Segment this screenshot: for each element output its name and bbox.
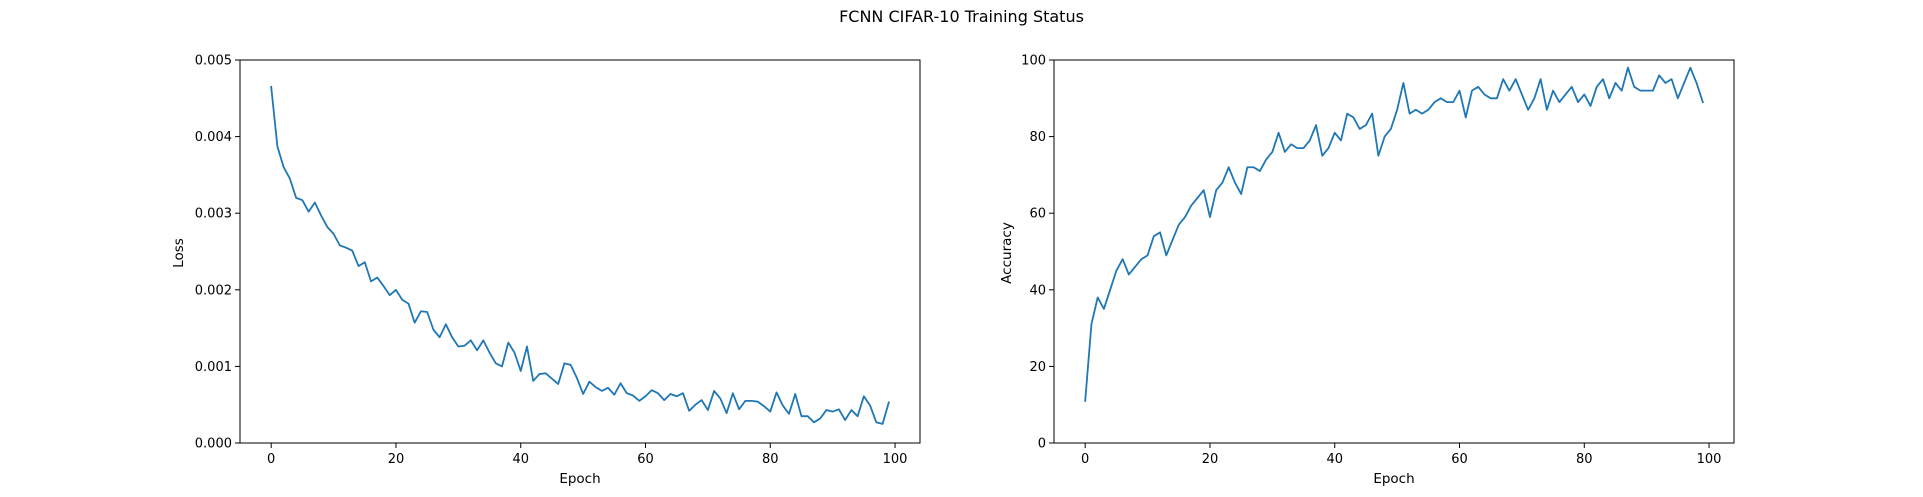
loss-chart-ytick-label: 0.001 [195,360,232,375]
loss-chart-axes-frame [239,59,921,444]
accuracy-chart-ytick-label: 100 [1021,54,1046,69]
loss-chart-ytick-label: 0.002 [195,283,232,298]
loss-chart-ytick-label: 0.003 [195,207,232,222]
loss-chart-ytick-label: 0.005 [195,54,232,69]
accuracy-chart-xtick-label: 80 [1576,452,1593,467]
accuracy-chart-xtick-label: 20 [1202,452,1219,467]
accuracy-chart-xtick-label: 40 [1326,452,1343,467]
accuracy-chart-xtick-label: 0 [1081,452,1089,467]
loss-chart-series-line-0 [270,85,890,425]
accuracy-chart-panel: Epoch Accuracy 0 20 40 60 80 100 0 20 40 60 80 100 [999,54,1735,487]
loss-chart-ytick-label: 0.004 [195,130,232,145]
figure-suptitle: FCNN CIFAR-10 Training Status [839,7,1084,26]
loss-chart-ylabel: Loss [171,238,187,268]
accuracy-chart-xlabel: Epoch [1373,471,1414,487]
loss-chart-xtick-label: 80 [762,452,779,467]
accuracy-chart-ytick-label: 60 [1029,207,1046,222]
loss-chart-xtick-label: 40 [512,452,529,467]
loss-chart-xlabel: Epoch [559,471,600,487]
accuracy-chart-ytick-label: 80 [1029,130,1046,145]
accuracy-chart-xtick-label: 60 [1451,452,1468,467]
loss-chart-panel: Epoch Loss 0 20 40 60 80 100 0.000 0.001 0.002 0.… [171,54,921,487]
accuracy-chart-ytick-label: 0 [1038,437,1046,452]
accuracy-chart-ytick-label: 20 [1029,360,1046,375]
accuracy-chart-axes-frame [1053,59,1735,444]
accuracy-chart-ylabel: Accuracy [999,222,1015,284]
accuracy-chart-series-line-0 [1084,66,1704,402]
accuracy-chart-ytick-label: 40 [1029,283,1046,298]
accuracy-chart-xtick-label: 100 [1697,452,1722,467]
loss-chart-ytick-label: 0.000 [195,437,232,452]
loss-chart-xtick-label: 20 [388,452,405,467]
loss-chart-xtick-label: 60 [637,452,654,467]
loss-chart-xtick-label: 0 [267,452,275,467]
loss-chart-xtick-label: 100 [883,452,908,467]
